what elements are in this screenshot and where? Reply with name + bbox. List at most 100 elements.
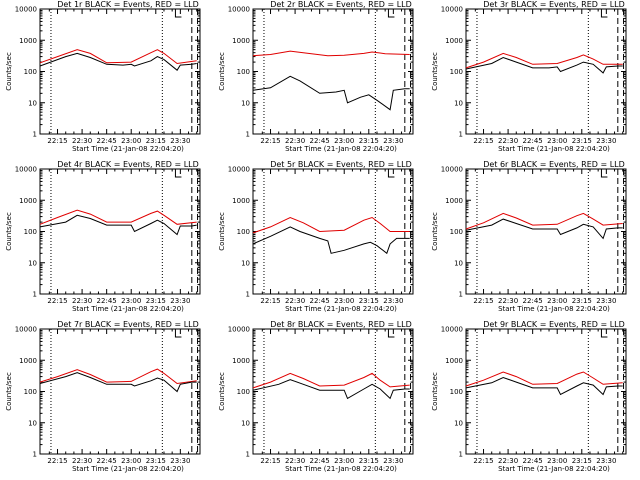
x-tick-label: 22:15 xyxy=(47,457,67,465)
x-axis-label: Start Time (21-Jan-08 22:04:20) xyxy=(285,305,397,313)
y-tick-label: 100 xyxy=(237,68,250,76)
y-tick-label: 10 xyxy=(241,259,250,267)
panel-title: Det 3r BLACK = Events, RED = LLD xyxy=(483,0,625,9)
y-tick-label: 1 xyxy=(459,291,463,299)
x-tick-label: 23:15 xyxy=(572,297,592,305)
y-axis-label: Counts/sec xyxy=(218,212,226,251)
panel-8: Det 8r BLACK = Events, RED = LLD 1 10 100 10… xyxy=(218,320,414,473)
y-axis-label: Counts/sec xyxy=(5,212,13,251)
y-axis-label: Counts/sec xyxy=(431,372,439,411)
y-axis-label: Counts/sec xyxy=(5,52,13,91)
x-tick-label: 22:30 xyxy=(498,457,518,465)
plot-frame xyxy=(39,328,201,455)
y-tick-label: 100 xyxy=(450,228,463,236)
panel-title: Det 8r BLACK = Events, RED = LLD xyxy=(270,320,412,329)
x-tick-label: 22:45 xyxy=(97,137,117,145)
y-tick-label: 10 xyxy=(28,419,37,427)
lld-series-line xyxy=(252,372,410,389)
panel-6: Det 6r BLACK = Events, RED = LLD 1 10 100 10… xyxy=(431,160,627,313)
plot-frame xyxy=(465,328,627,455)
y-tick-label: 100 xyxy=(237,228,250,236)
marker-bracket xyxy=(600,169,608,178)
y-tick-label: 10000 xyxy=(15,166,37,174)
marker-bracket xyxy=(600,9,608,18)
y-tick-label: 10 xyxy=(454,259,463,267)
panel-7: Det 7r BLACK = Events, RED = LLD 1 10 100 10… xyxy=(5,320,201,473)
x-axis-label: Start Time (21-Jan-08 22:04:20) xyxy=(285,145,397,153)
events-series-line xyxy=(465,218,623,240)
x-tick-label: 22:45 xyxy=(310,297,330,305)
x-tick-label: 22:15 xyxy=(47,137,67,145)
y-axis-label: Counts/sec xyxy=(5,372,13,411)
plot-frame xyxy=(465,168,627,295)
y-tick-label: 10000 xyxy=(228,166,250,174)
y-tick-label: 10000 xyxy=(15,6,37,14)
x-tick-label: 23:15 xyxy=(146,297,166,305)
panel-title: Det 5r BLACK = Events, RED = LLD xyxy=(270,160,412,169)
x-axis-label: Start Time (21-Jan-08 22:04:20) xyxy=(72,465,184,473)
x-tick-label: 23:30 xyxy=(170,137,190,145)
x-tick-label: 22:30 xyxy=(72,137,92,145)
x-tick-label: 22:45 xyxy=(310,457,330,465)
y-tick-label: 1000 xyxy=(232,197,250,205)
events-series-line xyxy=(252,379,410,400)
plot-frame xyxy=(39,8,201,135)
x-tick-label: 23:30 xyxy=(596,137,616,145)
x-tick-label: 22:45 xyxy=(523,137,543,145)
y-axis-label: Counts/sec xyxy=(218,372,226,411)
events-series-line xyxy=(252,75,410,111)
x-tick-label: 23:15 xyxy=(146,137,166,145)
panel-4: Det 4r BLACK = Events, RED = LLD 1 10 100 10… xyxy=(5,160,201,313)
plot-frame xyxy=(252,8,414,135)
y-tick-label: 1000 xyxy=(19,37,37,45)
panel-title: Det 9r BLACK = Events, RED = LLD xyxy=(483,320,625,329)
y-tick-label: 10 xyxy=(241,99,250,107)
x-tick-label: 23:00 xyxy=(334,457,354,465)
y-tick-label: 100 xyxy=(24,228,37,236)
marker-bracket xyxy=(174,9,182,18)
x-tick-label: 23:00 xyxy=(121,457,141,465)
x-axis-label: Start Time (21-Jan-08 22:04:20) xyxy=(498,465,610,473)
y-tick-label: 1000 xyxy=(445,357,463,365)
y-axis-label: Counts/sec xyxy=(431,52,439,91)
x-tick-label: 23:15 xyxy=(359,297,379,305)
lld-series-line xyxy=(39,368,197,385)
lld-series-line xyxy=(252,216,410,234)
x-tick-label: 23:15 xyxy=(359,457,379,465)
x-tick-label: 22:30 xyxy=(285,297,305,305)
y-axis-label: Counts/sec xyxy=(218,52,226,91)
x-tick-label: 22:15 xyxy=(473,137,493,145)
x-tick-label: 22:15 xyxy=(260,297,280,305)
x-axis-label: Start Time (21-Jan-08 22:04:20) xyxy=(498,305,610,313)
y-tick-label: 10000 xyxy=(441,326,463,334)
events-series-line xyxy=(39,214,197,236)
y-tick-label: 10 xyxy=(241,419,250,427)
lld-series-line xyxy=(39,209,197,225)
x-tick-label: 22:45 xyxy=(97,457,117,465)
events-series-line xyxy=(39,52,197,71)
x-tick-label: 22:30 xyxy=(72,457,92,465)
x-tick-label: 23:00 xyxy=(547,297,567,305)
panel-title: Det 7r BLACK = Events, RED = LLD xyxy=(57,320,199,329)
x-tick-label: 22:45 xyxy=(97,297,117,305)
marker-bracket xyxy=(600,329,608,338)
panel-3: Det 3r BLACK = Events, RED = LLD 1 10 100 10… xyxy=(431,0,627,153)
x-tick-label: 23:00 xyxy=(334,137,354,145)
x-axis-label: Start Time (21-Jan-08 22:04:20) xyxy=(72,305,184,313)
y-tick-label: 1 xyxy=(33,131,37,139)
panel-1: Det 1r BLACK = Events, RED = LLD 1 10 100 10… xyxy=(5,0,201,153)
x-tick-label: 22:15 xyxy=(260,137,280,145)
events-series-line xyxy=(465,56,623,74)
y-tick-label: 10000 xyxy=(441,166,463,174)
events-series-line xyxy=(465,376,623,396)
y-tick-label: 100 xyxy=(450,388,463,396)
y-tick-label: 10000 xyxy=(15,326,37,334)
x-tick-label: 23:00 xyxy=(547,137,567,145)
x-tick-label: 23:15 xyxy=(572,457,592,465)
y-tick-label: 1000 xyxy=(445,197,463,205)
lld-series-line xyxy=(465,371,623,387)
y-tick-label: 1000 xyxy=(232,37,250,45)
y-tick-label: 100 xyxy=(24,68,37,76)
y-tick-label: 1 xyxy=(33,291,37,299)
x-tick-label: 23:30 xyxy=(596,297,616,305)
